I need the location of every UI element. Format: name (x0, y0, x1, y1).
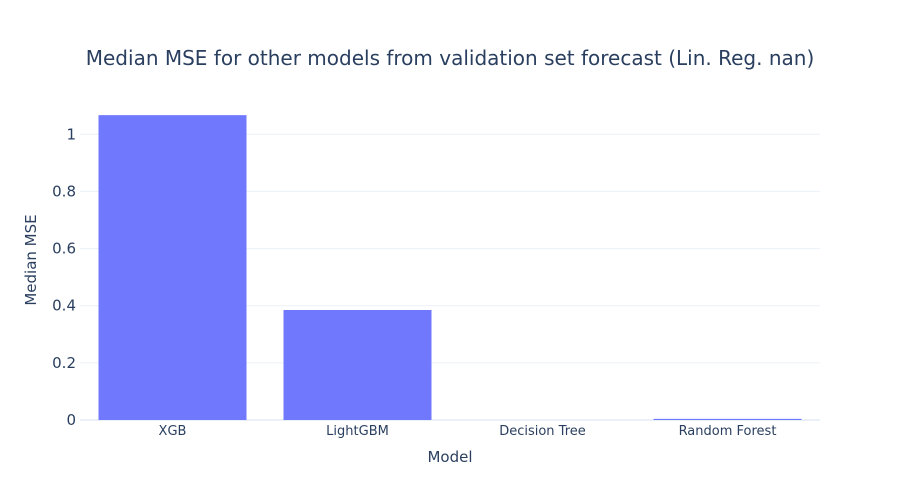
y-tick-labels: 0 0.2 0.4 0.6 0.8 1 (52, 125, 76, 429)
x-axis-title: Model (427, 448, 472, 466)
x-tick-label: Decision Tree (499, 424, 586, 439)
x-tick-label: LightGBM (326, 424, 389, 439)
y-tick-label: 1 (66, 125, 76, 143)
y-tick-label: 0.8 (52, 182, 76, 200)
bar-lightgbm[interactable] (283, 310, 432, 420)
bar-random-forest[interactable] (653, 418, 802, 420)
x-tick-label: Random Forest (679, 424, 777, 439)
bar-xgb[interactable] (98, 115, 247, 421)
x-tick-label: XGB (159, 424, 187, 439)
y-tick-label: 0.6 (52, 240, 76, 258)
bars (98, 115, 802, 421)
y-tick-label: 0.4 (52, 297, 76, 315)
x-tick-labels: XGB LightGBM Decision Tree Random Forest (159, 424, 777, 439)
y-tick-label: 0 (66, 411, 76, 429)
chart-title: Median MSE for other models from validat… (86, 46, 815, 70)
y-axis-title: Median MSE (22, 214, 40, 305)
y-tick-label: 0.2 (52, 354, 76, 372)
